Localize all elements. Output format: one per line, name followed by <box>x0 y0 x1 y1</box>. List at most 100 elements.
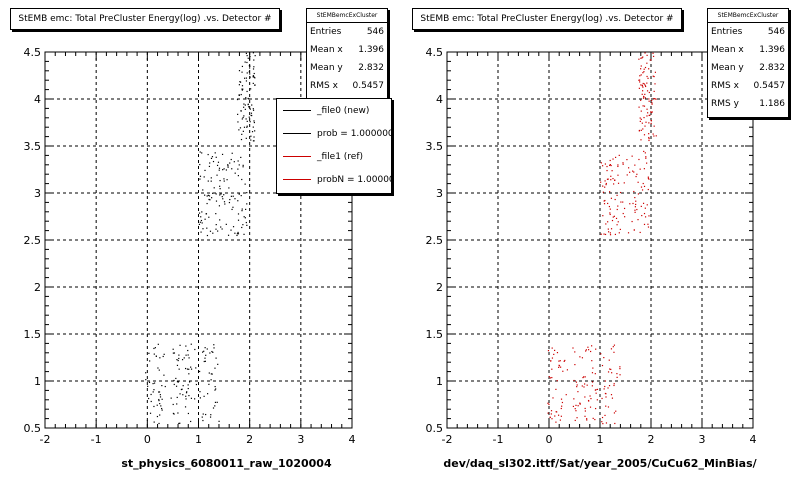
data-point <box>651 103 653 105</box>
data-point <box>156 415 159 418</box>
data-point <box>217 161 220 163</box>
data-point <box>231 152 233 154</box>
data-point <box>246 90 248 93</box>
data-point <box>241 85 244 87</box>
data-point <box>605 184 607 186</box>
data-point <box>639 117 641 119</box>
y-tick-label: 1 <box>436 375 443 388</box>
data-point <box>202 228 204 230</box>
data-point <box>638 87 640 89</box>
data-point <box>633 171 635 173</box>
data-point <box>633 190 635 193</box>
data-point <box>589 395 591 397</box>
data-point <box>207 393 209 395</box>
data-point <box>215 223 217 226</box>
data-point <box>177 381 179 383</box>
data-point <box>602 215 604 217</box>
data-point <box>187 349 189 352</box>
data-point <box>594 389 596 391</box>
data-point <box>576 384 578 386</box>
data-point <box>177 359 179 362</box>
data-point <box>635 175 637 178</box>
data-point <box>638 129 641 132</box>
data-point <box>221 196 223 198</box>
data-point <box>237 113 239 115</box>
data-point <box>252 68 255 70</box>
data-point <box>649 59 651 61</box>
stats-row-rmsx: RMS x 0.5457 <box>711 81 785 91</box>
data-point <box>212 192 214 194</box>
data-point <box>652 75 654 77</box>
data-point <box>179 422 181 424</box>
data-point <box>212 232 214 234</box>
data-point <box>644 152 646 154</box>
data-point <box>182 385 184 387</box>
data-point <box>549 416 551 418</box>
data-point <box>560 407 562 410</box>
data-point <box>243 103 245 105</box>
data-point <box>610 164 612 167</box>
data-point <box>582 376 584 379</box>
legend-item-file0: _file0 (new) <box>277 99 391 122</box>
data-point <box>643 212 646 215</box>
data-point <box>158 398 160 401</box>
data-point <box>245 137 247 139</box>
data-point <box>242 116 244 119</box>
stats-box-right: StEMBemcExCluster Entries 546 Mean x 1.3… <box>707 8 789 118</box>
data-point <box>223 201 226 203</box>
data-point <box>647 177 650 179</box>
data-point <box>648 91 650 94</box>
data-point <box>213 344 215 346</box>
data-point <box>243 216 245 218</box>
data-point <box>246 203 248 205</box>
data-point <box>648 114 650 117</box>
data-point <box>607 202 609 205</box>
data-point <box>650 111 652 113</box>
data-point <box>636 208 638 211</box>
data-point <box>159 357 161 359</box>
data-point <box>248 71 250 73</box>
data-point <box>631 220 633 223</box>
data-point <box>641 93 643 95</box>
data-point <box>617 221 619 223</box>
data-point <box>585 349 588 351</box>
data-point <box>229 162 231 164</box>
data-point <box>243 233 245 235</box>
data-point <box>642 86 644 88</box>
data-point <box>208 216 210 218</box>
data-point <box>154 347 156 349</box>
data-point <box>206 348 208 350</box>
data-point <box>610 368 612 371</box>
data-point <box>642 72 644 74</box>
data-point <box>637 193 640 195</box>
data-point <box>584 407 586 410</box>
data-point <box>234 232 236 234</box>
data-point <box>552 397 554 399</box>
data-point <box>180 388 183 391</box>
data-point <box>646 115 648 117</box>
data-point <box>210 379 212 381</box>
data-point <box>245 98 247 100</box>
data-point <box>572 347 574 349</box>
data-point <box>246 126 248 128</box>
data-point <box>643 134 646 136</box>
data-point <box>173 352 176 354</box>
data-point <box>152 382 154 385</box>
chart-title-right: StEMB emc: Total PreCluster Energy(log) … <box>412 8 682 30</box>
data-point <box>203 176 205 178</box>
data-point <box>173 379 175 382</box>
data-point <box>619 368 621 370</box>
data-point <box>249 76 251 78</box>
data-point <box>648 139 650 142</box>
data-point <box>616 376 618 378</box>
data-point <box>252 140 255 142</box>
data-point <box>158 369 160 371</box>
data-point <box>219 179 221 182</box>
data-point <box>219 188 221 190</box>
data-point <box>210 157 213 159</box>
stats-row-entries: Entries 546 <box>711 27 785 37</box>
data-point <box>152 391 154 393</box>
data-point <box>177 412 179 414</box>
data-point <box>554 415 556 417</box>
data-point <box>583 386 585 388</box>
